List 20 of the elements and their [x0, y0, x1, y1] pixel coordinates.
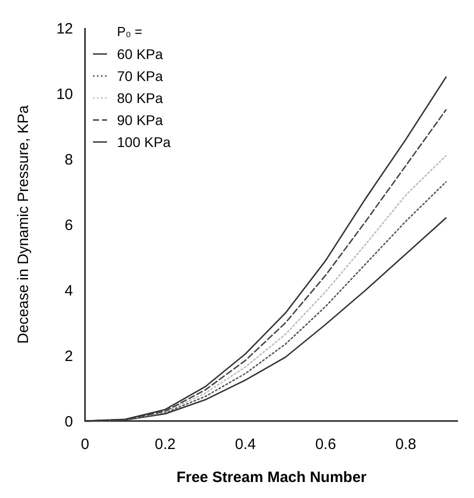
y-tick-label: 12 — [56, 20, 73, 38]
legend-label: 60 KPa — [117, 46, 164, 62]
x-tick-label: 0.8 — [395, 436, 416, 453]
x-tick-label: 0.2 — [154, 436, 176, 453]
y-tick-label: 4 — [64, 282, 73, 300]
x-axis-title: Free Stream Mach Number — [176, 469, 367, 486]
legend-label: 90 KPa — [117, 112, 164, 128]
legend-label: 70 KPa — [117, 68, 164, 84]
y-tick-label: 10 — [56, 86, 73, 103]
x-tick-label: 0.4 — [235, 436, 256, 453]
legend-label: 100 KPa — [117, 134, 171, 150]
y-tick-label: 8 — [64, 151, 73, 168]
legend-title: P₀ = — [117, 24, 142, 39]
y-axis-title: Decease in Dynamic Pressure, KPa — [15, 104, 32, 344]
legend-label: 80 KPa — [117, 90, 164, 106]
y-tick-label: 6 — [64, 216, 73, 234]
y-tick-label: 2 — [64, 348, 73, 365]
x-tick-label: 0 — [80, 436, 90, 453]
y-tick-label: 0 — [64, 413, 73, 430]
x-tick-label: 0.6 — [315, 436, 336, 453]
